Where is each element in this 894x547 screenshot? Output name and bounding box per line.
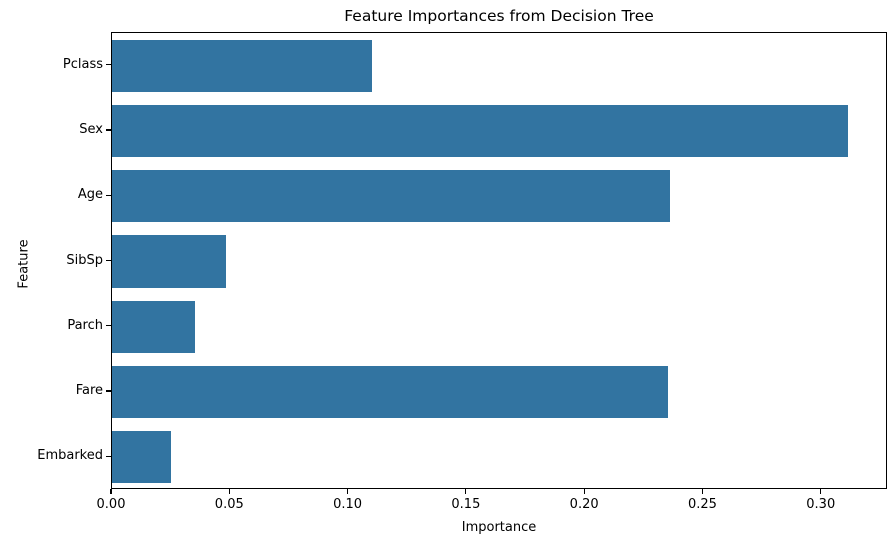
- bar-sibsp: [112, 235, 226, 288]
- x-tick-mark: [110, 489, 112, 494]
- x-tick-mark: [228, 489, 230, 494]
- y-tick-label-sibsp: SibSp: [66, 252, 103, 268]
- y-tick-label-fare: Fare: [75, 383, 103, 399]
- x-axis-label: Importance: [461, 520, 537, 535]
- x-tick-mark: [583, 489, 585, 494]
- x-tick-mark: [346, 489, 349, 494]
- y-tick-label-age: Age: [77, 187, 103, 203]
- y-tick-label-embarked: Embarked: [37, 448, 103, 464]
- x-tick-mark: [465, 489, 467, 494]
- x-tick-label-0.00: 0.00: [96, 497, 126, 512]
- y-tick-mark: [106, 325, 111, 327]
- x-tick-mark: [820, 489, 822, 494]
- y-tick-mark: [106, 259, 111, 262]
- y-tick-label-parch: Parch: [67, 317, 103, 333]
- y-tick-mark: [106, 455, 111, 457]
- bar-age: [112, 170, 671, 223]
- bar-parch: [112, 300, 195, 353]
- bar-embarked: [112, 431, 172, 484]
- y-tick-mark: [106, 64, 111, 66]
- y-tick-mark: [106, 194, 111, 196]
- bar-sex: [112, 104, 848, 158]
- x-tick-label-0.15: 0.15: [451, 497, 481, 512]
- bar-pclass: [112, 39, 373, 92]
- x-tick-label-0.30: 0.30: [806, 497, 836, 512]
- y-tick-label-pclass: Pclass: [62, 56, 103, 72]
- bar-fare: [112, 365, 668, 419]
- x-tick-label-0.20: 0.20: [569, 497, 599, 512]
- y-tick-mark: [106, 390, 111, 392]
- x-tick-label-0.25: 0.25: [687, 497, 717, 512]
- y-tick-label-sex: Sex: [79, 121, 103, 137]
- x-tick-label-0.05: 0.05: [214, 497, 244, 512]
- y-tick-mark: [106, 129, 111, 131]
- x-tick-label-0.10: 0.10: [333, 497, 363, 512]
- chart-title: Feature Importances from Decision Tree: [344, 7, 654, 25]
- plot-area: [111, 32, 887, 489]
- x-tick-mark: [701, 489, 704, 494]
